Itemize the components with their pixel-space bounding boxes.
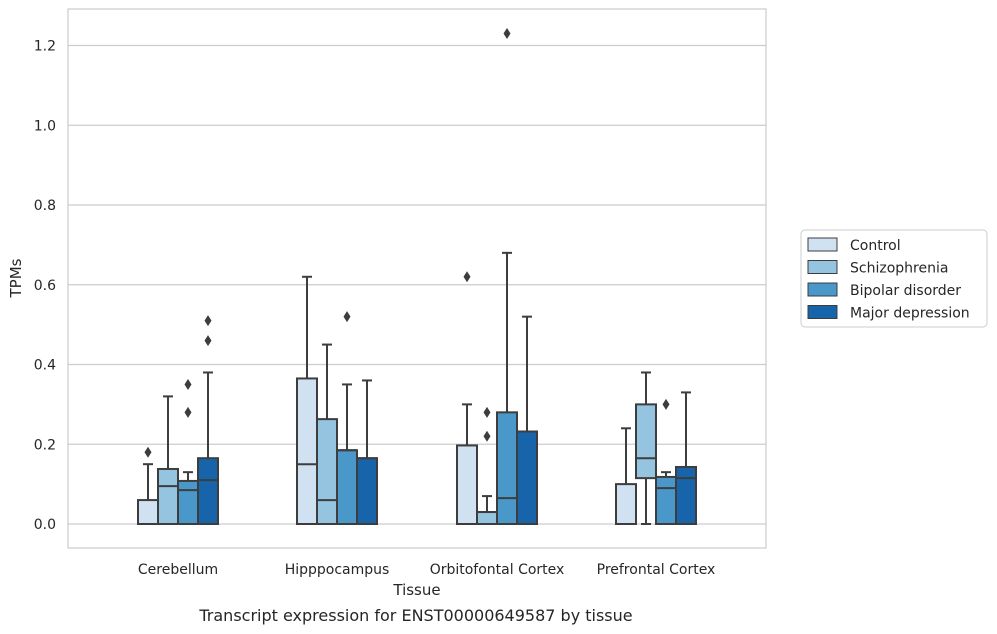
box-bipolar-disorder <box>177 378 199 525</box>
box-bipolar-disorder <box>336 311 358 526</box>
outlier-marker <box>483 406 491 418</box>
outlier-marker <box>144 446 152 458</box>
box-major-depression <box>356 379 378 525</box>
box-body <box>137 499 159 526</box>
outlier-marker <box>483 430 491 442</box>
box-body <box>157 467 179 526</box>
legend-label: Schizophrenia <box>850 261 948 277</box>
outlier-marker <box>204 335 212 347</box>
box-body <box>456 444 478 526</box>
x-tick-label: Orbitofontal Cortex <box>430 562 565 578</box>
box-body <box>635 403 657 480</box>
y-tick-label: 0.6 <box>34 278 56 294</box>
legend-label: Control <box>850 238 901 254</box>
box-major-depression <box>197 315 219 525</box>
y-tick-label: 1.2 <box>34 39 56 55</box>
box-body <box>316 418 338 525</box>
box-control <box>296 275 318 525</box>
box-major-depression <box>675 391 697 526</box>
box-body <box>516 430 538 525</box>
x-tick-label: Cerebellum <box>138 562 218 578</box>
legend-swatch <box>807 237 838 252</box>
outlier-marker <box>204 315 212 327</box>
outlier-marker <box>463 271 471 283</box>
y-tick-label: 1.0 <box>34 118 56 134</box>
outlier-marker <box>503 28 511 40</box>
box-major-depression <box>516 315 538 525</box>
box-body <box>197 457 219 525</box>
outlier-marker <box>184 406 192 418</box>
legend-label: Bipolar disorder <box>850 283 961 299</box>
y-tick-label: 0.8 <box>34 198 56 214</box>
outlier-marker <box>662 398 670 410</box>
legend-frame <box>800 229 988 328</box>
outlier-marker <box>343 311 351 323</box>
y-tick-label: 0.4 <box>34 358 56 374</box>
x-axis-ticks: Cerebellum Hipppocampus Orbitofontal Corte… <box>138 562 715 578</box>
legend-swatch <box>807 282 838 297</box>
box-schizophrenia <box>316 343 338 525</box>
box-body <box>296 377 318 525</box>
legend-swatch <box>807 305 838 319</box>
box-body <box>615 483 637 525</box>
box-bipolar-disorder <box>496 28 518 526</box>
x-axis-title: Tissue <box>392 581 440 599</box>
y-axis-title: TPMs <box>7 258 25 298</box>
box-body <box>655 475 677 526</box>
x-tick-label: Hipppocampus <box>285 562 390 578</box>
box-body <box>496 411 518 526</box>
box-schizophrenia <box>476 406 498 525</box>
box-body <box>675 465 697 526</box>
legend: Control Schizophrenia Bipolar disorder Majo… <box>800 229 988 328</box>
plot-frame <box>67 8 767 549</box>
box-body <box>476 511 498 525</box>
y-axis-ticks: 0.0 0.2 0.4 0.6 0.8 1.0 1.2 <box>34 39 56 534</box>
box-control <box>456 271 478 526</box>
legend-swatch <box>807 260 838 274</box>
outlier-marker <box>184 378 192 390</box>
box-body <box>356 457 378 525</box>
box-control <box>615 427 637 525</box>
box-schizophrenia <box>157 395 179 526</box>
box-schizophrenia <box>635 371 657 525</box>
plot-boxes <box>137 28 697 526</box>
x-tick-label: Prefrontal Cortex <box>597 562 716 578</box>
chart-caption: Transcript expression for ENST0000064958… <box>199 606 633 625</box>
box-bipolar-disorder <box>655 398 677 526</box>
box-control <box>137 446 159 526</box>
box-body <box>336 449 358 526</box>
y-tick-label: 0.2 <box>34 437 56 453</box>
gridlines <box>68 44 766 525</box>
box-body <box>177 479 199 525</box>
legend-label: Major depression <box>850 306 970 322</box>
y-tick-label: 0.0 <box>34 517 56 533</box>
